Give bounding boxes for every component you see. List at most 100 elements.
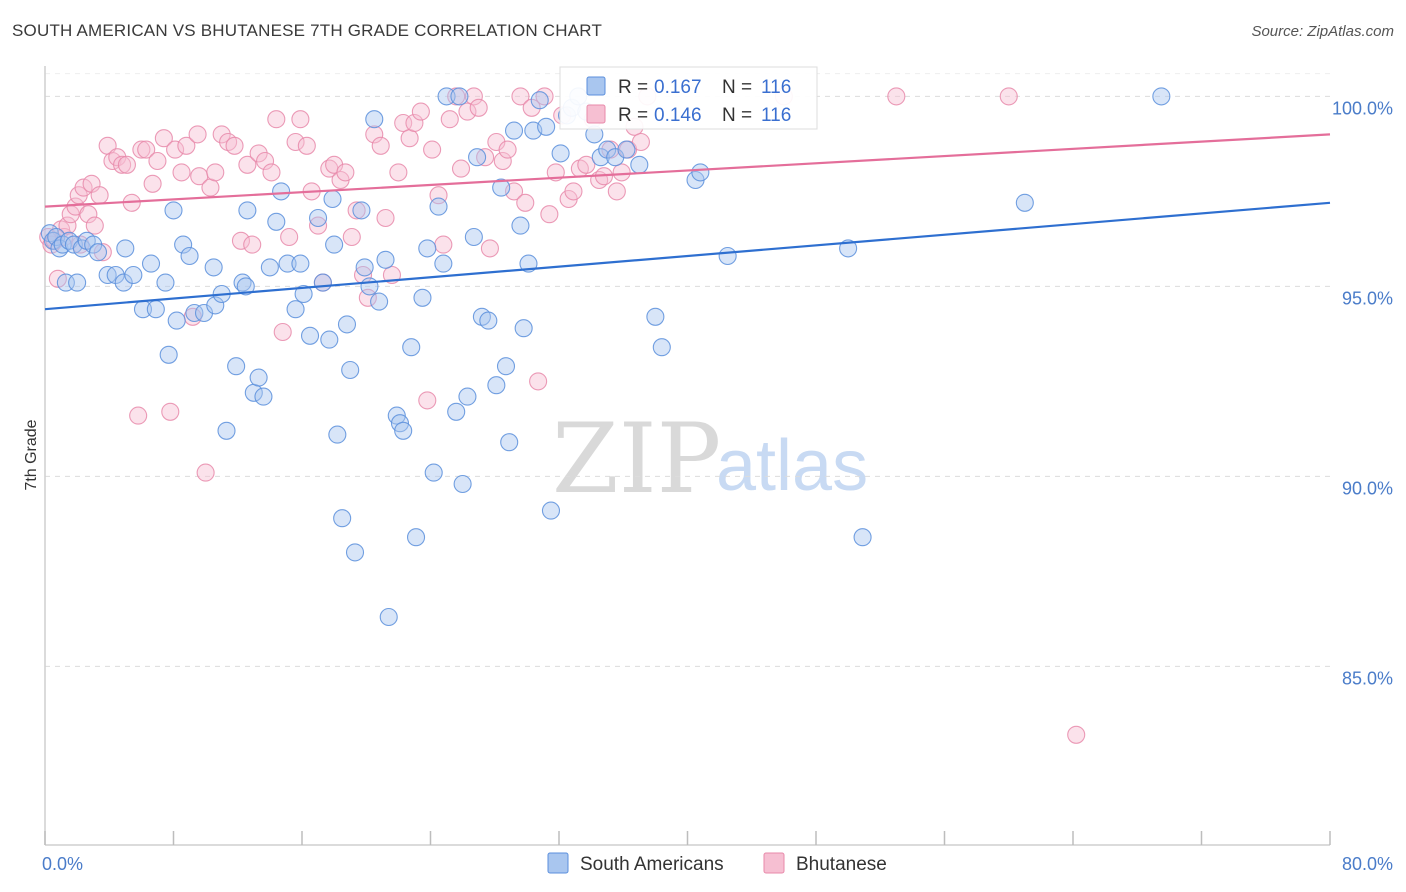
south-american-point [206, 296, 225, 315]
south-american-point [630, 155, 649, 174]
south-american-point [227, 357, 246, 376]
bhutanese-point [400, 129, 419, 148]
bottom-legend-swatch-south-americans [547, 852, 569, 874]
watermark-atlas: atlas [716, 426, 868, 506]
x-tick-label: 0.0% [42, 854, 83, 874]
south-american-point [236, 277, 255, 296]
south-american-point [156, 273, 175, 292]
south-american-point [217, 421, 236, 440]
south-american-point [429, 197, 448, 216]
bhutanese-point [177, 136, 196, 155]
south-american-point [652, 338, 671, 357]
south-american-point [530, 91, 549, 110]
bhutanese-point [238, 155, 257, 174]
south-american-point [333, 509, 352, 528]
bhutanese-point [243, 235, 262, 254]
south-american-point [294, 284, 313, 304]
bhutanese-point [418, 391, 437, 410]
bhutanese-point [129, 406, 148, 425]
bottom-legend-label-south-americans: South Americans [580, 854, 724, 875]
south-american-point [291, 254, 310, 273]
bhutanese-point [999, 87, 1018, 106]
bhutanese-point [371, 136, 390, 155]
bhutanese-point [117, 155, 136, 174]
south-american-point [1152, 87, 1171, 106]
bhutanese-point [607, 182, 626, 201]
south-american-point [514, 319, 533, 338]
south-american-point [434, 254, 453, 273]
south-american-point [541, 501, 561, 520]
south-american-point [345, 543, 365, 562]
y-tick-label: 95.0% [1342, 288, 1393, 308]
legend: R = 0.167 N = 116 R = 0.146 N = 116 [559, 66, 818, 130]
bhutanese-point [358, 288, 377, 307]
axes [44, 66, 1331, 846]
bhutanese-point [58, 216, 77, 235]
bhutanese-point [113, 155, 132, 174]
bhutanese-point [225, 136, 244, 155]
bottom-legend-swatch-bhutanese [763, 852, 785, 874]
south-american-point [174, 235, 193, 254]
south-american-point [167, 311, 186, 330]
bhutanese-point [1067, 725, 1086, 744]
bhutanese-point [564, 182, 583, 201]
bhutanese-point [79, 205, 98, 224]
bhutanese-point [405, 113, 424, 133]
bhutanese-point [440, 110, 459, 129]
south-american-point [278, 254, 297, 273]
bhutanese-point [529, 372, 548, 391]
y-tick-label: 100.0% [1332, 98, 1393, 118]
bhutanese-point [143, 174, 162, 193]
bhutanese-point [256, 151, 275, 171]
south-american-point [450, 87, 469, 106]
trend-lines [44, 133, 1331, 311]
chart-title: SOUTH AMERICAN VS BHUTANESE 7TH GRADE CO… [12, 21, 603, 40]
south-american-point [260, 258, 279, 277]
bhutanese-point [297, 136, 316, 155]
south-american-point [453, 474, 472, 494]
bhutanese-point [464, 87, 483, 106]
south-american-point [394, 421, 413, 440]
bhutanese-point [389, 163, 408, 182]
bhutanese-point [376, 208, 395, 228]
south-american-point [323, 189, 342, 209]
bhutanese-point [161, 402, 180, 421]
south-american-point [360, 277, 379, 296]
bhutanese-point [148, 151, 167, 171]
bhutanese-point [154, 129, 173, 148]
y-tick-label: 90.0% [1342, 478, 1393, 498]
bhutanese-point [212, 125, 231, 144]
legend-r-value: 0.167 [654, 77, 702, 98]
south-american-point [88, 243, 108, 262]
south-american-point [646, 307, 665, 326]
bhutanese-point [493, 151, 512, 171]
bhutanese-point [262, 163, 281, 182]
south-american-point [180, 246, 199, 266]
bhutanese-point [201, 178, 220, 197]
south-american-point [124, 265, 143, 285]
y-tick-labels: 100.0% 95.0% 90.0% 85.0% [1332, 98, 1393, 688]
south-american-point [300, 326, 320, 345]
south-american-point [406, 528, 426, 547]
south-american-point [204, 258, 223, 277]
south-american-point [617, 140, 636, 159]
bhutanese-point [188, 125, 207, 144]
south-american-point [479, 311, 498, 330]
legend-n-label: N = [722, 77, 752, 98]
south-american-point [402, 338, 421, 357]
bhutanese-point [291, 110, 310, 129]
bhutanese-point [480, 239, 499, 258]
south-american-point [355, 258, 374, 277]
south-american-point [116, 239, 135, 258]
south-american-point [159, 345, 178, 364]
south-american-point [272, 182, 291, 201]
x-tick-labels: 0.0% 80.0% [42, 854, 1393, 874]
bhutanese-point [166, 140, 185, 159]
south-american-point [487, 376, 506, 395]
legend-n-label: N = [722, 105, 752, 126]
bhutanese-point [137, 140, 156, 159]
south-american-point [1015, 193, 1034, 212]
south-american-point [185, 303, 204, 323]
south-american-point [141, 254, 161, 273]
